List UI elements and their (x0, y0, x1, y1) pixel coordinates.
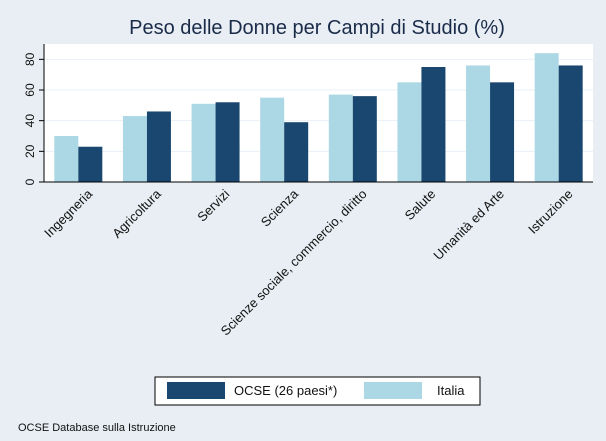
legend-label-italia: Italia (437, 383, 465, 398)
x-category-label-scienze-sociale-commercio-diritto: Scienze sociale, commercio, diritto (218, 186, 370, 338)
y-tick-label-60: 60 (23, 83, 37, 97)
legend-swatch-ocse (167, 382, 225, 399)
y-tick-label-20: 20 (23, 144, 37, 158)
x-axis-category-labels: Ingegneria Agricoltura Servizi ScienzaScien… (41, 186, 575, 339)
bar-italia-ingegneria (54, 136, 79, 182)
y-tick-label-80: 80 (23, 52, 37, 66)
bar-ocse-26-paesi-salute (421, 67, 446, 182)
x-category-label-umanita-ed-arte: Umanità ed Arte (430, 186, 507, 263)
x-category-label-servizi: Servizi (194, 186, 232, 224)
legend-label-ocse: OCSE (26 paesi*) (234, 383, 337, 398)
bar-ocse-26-paesi-umanita-ed-arte (490, 82, 515, 182)
bar-italia-servizi (191, 103, 216, 182)
legend-swatch-italia (364, 382, 422, 399)
bars (54, 53, 583, 183)
bar-ocse-26-paesi-istruzione (558, 65, 583, 182)
x-category-label-istruzione: Istruzione (525, 186, 575, 236)
bar-italia-scienza (260, 97, 285, 182)
source-note: OCSE Database sulla Istruzione (18, 422, 176, 434)
bar-ocse-26-paesi-scienza (284, 122, 309, 182)
bar-ocse-26-paesi-scienze-sociale-commercio-diritto (352, 96, 377, 182)
bar-italia-umanita-ed-arte (466, 65, 491, 182)
bar-ocse-26-paesi-servizi (215, 102, 240, 182)
bar-ocse-26-paesi-ingegneria (78, 146, 103, 182)
x-category-label-salute: Salute (402, 186, 439, 223)
y-axis-ticks: 0 20 40 60 80 (23, 52, 44, 185)
bar-italia-salute (397, 82, 422, 182)
bar-italia-scienze-sociale-commercio-diritto (328, 94, 353, 182)
y-tick-label-40: 40 (23, 114, 37, 128)
bar-italia-istruzione (534, 53, 559, 183)
chart-title: Peso delle Donne per Campi di Studio (%) (129, 17, 505, 39)
legend: OCSE (26 paesi*) Italia (154, 376, 481, 406)
x-category-label-ingegneria: Ingegneria (41, 186, 96, 241)
bar-italia-agricoltura (122, 116, 147, 182)
x-category-label-agricoltura: Agricoltura (109, 186, 164, 241)
y-tick-label-0: 0 (23, 178, 37, 185)
bar-ocse-26-paesi-agricoltura (146, 111, 171, 182)
x-category-label-scienza: Scienza (258, 186, 302, 230)
